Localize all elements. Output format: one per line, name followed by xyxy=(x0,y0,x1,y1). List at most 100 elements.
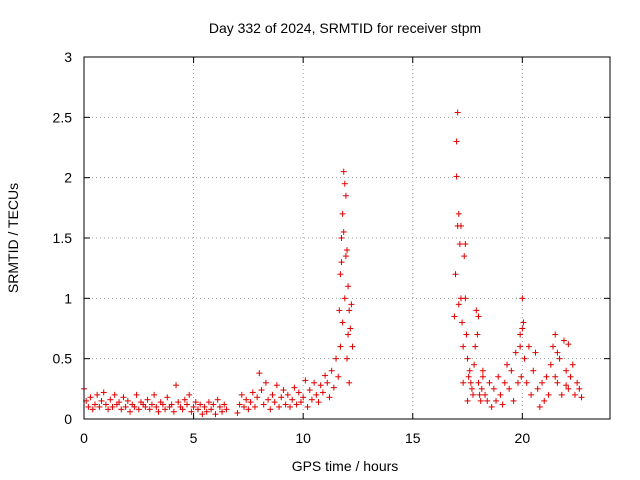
data-point xyxy=(554,349,561,356)
data-point xyxy=(476,391,483,398)
data-point xyxy=(490,385,497,392)
data-point xyxy=(219,408,226,415)
data-point xyxy=(520,319,527,326)
data-point xyxy=(304,403,311,410)
data-point xyxy=(313,391,320,398)
data-point xyxy=(203,408,210,415)
data-point xyxy=(499,401,506,408)
data-point xyxy=(455,210,462,217)
data-point xyxy=(170,408,177,415)
data-point xyxy=(295,389,302,396)
data-point xyxy=(322,372,329,379)
data-point xyxy=(484,397,491,404)
data-point xyxy=(345,283,352,290)
data-point xyxy=(201,403,208,410)
data-point xyxy=(291,384,298,391)
data-point xyxy=(116,399,123,406)
data-point xyxy=(287,403,294,410)
data-point xyxy=(197,401,204,408)
data-point xyxy=(340,228,347,235)
data-point xyxy=(547,361,554,368)
data-point xyxy=(474,331,481,338)
data-point xyxy=(523,379,530,386)
x-tick-label: 5 xyxy=(190,430,198,446)
data-point xyxy=(347,325,354,332)
data-point xyxy=(135,406,142,413)
y-tick-label: 0 xyxy=(64,411,72,427)
data-point xyxy=(289,396,296,403)
data-point xyxy=(223,406,230,413)
data-point xyxy=(506,385,513,392)
x-tick-label: 15 xyxy=(405,430,421,446)
data-point xyxy=(510,397,517,404)
data-point xyxy=(342,253,349,260)
data-point xyxy=(349,343,356,350)
data-point xyxy=(205,399,212,406)
data-point xyxy=(451,313,458,320)
data-point xyxy=(245,406,252,413)
data-point xyxy=(297,399,304,406)
data-point xyxy=(567,373,574,380)
data-point xyxy=(89,406,96,413)
data-point xyxy=(528,391,535,398)
data-point xyxy=(493,397,500,404)
data-point xyxy=(107,396,114,403)
data-point xyxy=(344,355,350,362)
data-point xyxy=(552,373,559,380)
data-point xyxy=(308,396,315,403)
data-point xyxy=(339,319,346,326)
x-tick-label: 20 xyxy=(515,430,531,446)
data-point xyxy=(179,406,186,413)
data-point xyxy=(468,385,475,392)
data-point xyxy=(194,406,201,413)
chart-title: Day 332 of 2024, SRMTID for receiver stp… xyxy=(209,20,481,36)
data-point xyxy=(479,367,486,374)
data-point xyxy=(91,401,98,408)
data-point xyxy=(173,382,180,389)
data-point xyxy=(461,253,468,260)
data-point xyxy=(162,406,169,413)
data-point xyxy=(124,397,131,404)
data-point xyxy=(465,373,472,380)
data-point xyxy=(293,401,300,408)
data-point xyxy=(345,331,352,338)
data-point xyxy=(453,173,460,180)
x-tick-label: 10 xyxy=(295,430,311,446)
data-point xyxy=(497,391,504,398)
data-point xyxy=(518,373,525,380)
data-point xyxy=(460,343,467,350)
x-tick-label: 0 xyxy=(80,430,88,446)
data-point xyxy=(339,210,346,217)
data-point xyxy=(153,403,160,410)
data-point xyxy=(571,391,578,398)
data-point xyxy=(131,403,138,410)
data-point xyxy=(464,355,471,362)
data-point xyxy=(530,367,537,374)
data-point xyxy=(142,403,149,410)
data-point xyxy=(342,192,349,199)
data-point xyxy=(221,401,228,408)
data-point xyxy=(181,396,188,403)
data-point xyxy=(477,397,484,404)
data-point xyxy=(470,391,477,398)
data-point xyxy=(102,401,109,408)
data-point xyxy=(532,349,539,356)
data-point xyxy=(473,307,480,314)
data-point xyxy=(105,406,112,413)
data-point xyxy=(565,341,572,348)
data-point xyxy=(521,355,528,362)
data-point xyxy=(260,401,267,408)
data-point xyxy=(460,379,467,386)
data-point xyxy=(127,408,134,415)
data-point xyxy=(96,403,103,410)
y-tick-label: 1.5 xyxy=(53,230,73,246)
data-point xyxy=(337,271,344,278)
data-point xyxy=(501,379,508,386)
y-tick-label: 2 xyxy=(64,170,72,186)
data-point xyxy=(512,349,519,356)
data-point xyxy=(488,403,495,410)
data-point xyxy=(517,331,524,338)
data-point xyxy=(118,406,125,413)
data-point xyxy=(495,373,502,380)
